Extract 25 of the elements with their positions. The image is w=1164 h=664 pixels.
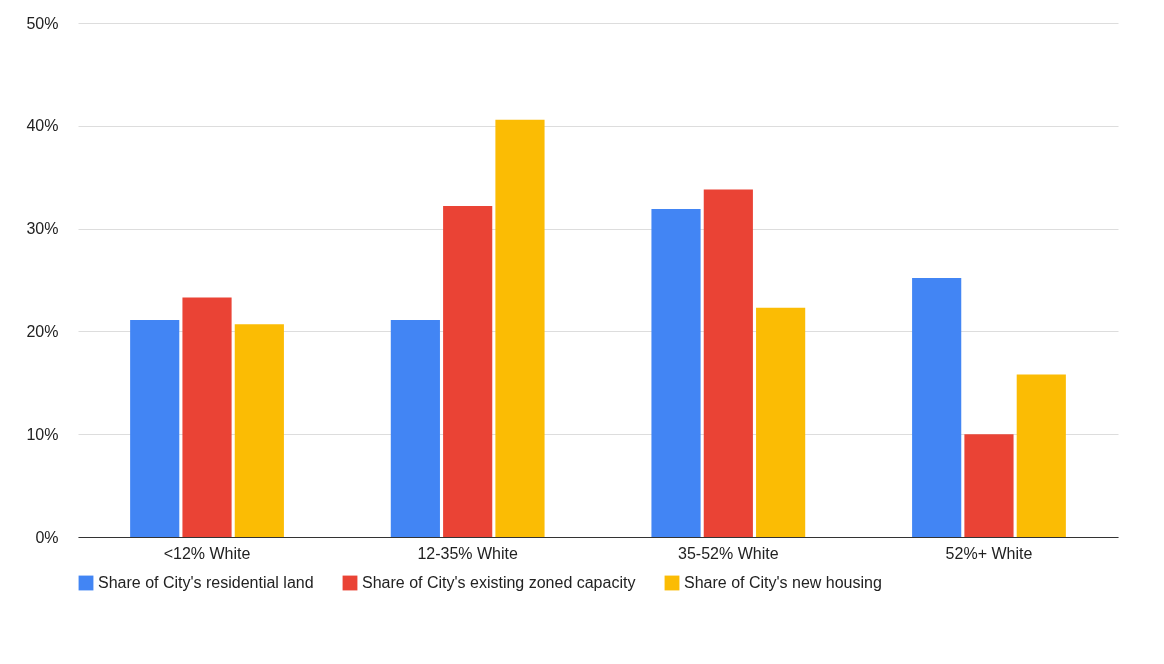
- bar: [443, 205, 493, 537]
- bar: [234, 324, 284, 537]
- bar: [756, 307, 806, 537]
- legend-label: Share of City's existing zoned capacity: [362, 574, 636, 591]
- x-tick-label: 12-35% White: [417, 544, 519, 562]
- x-tick-label: <12% White: [163, 544, 251, 562]
- bar: [182, 297, 232, 537]
- bar: [651, 209, 701, 537]
- y-tick-label: 40%: [26, 117, 59, 135]
- y-tick-label: 50%: [26, 14, 59, 32]
- bar: [1016, 374, 1066, 537]
- bar: [964, 434, 1014, 537]
- legend-label: Share of City's residential land: [98, 574, 314, 591]
- y-tick-label: 10%: [26, 425, 59, 443]
- bar: [130, 320, 180, 537]
- y-tick-label: 0%: [35, 528, 59, 546]
- legend-label: Share of City's new housing: [684, 574, 882, 591]
- y-tick-label: 30%: [26, 220, 59, 238]
- bar: [912, 277, 962, 537]
- bar: [390, 320, 440, 537]
- bar: [495, 119, 545, 537]
- y-tick-label: 20%: [26, 322, 59, 340]
- x-tick-label: 52%+ White: [945, 544, 1033, 562]
- bar: [703, 189, 753, 537]
- x-tick-label: 35-52% White: [678, 544, 779, 562]
